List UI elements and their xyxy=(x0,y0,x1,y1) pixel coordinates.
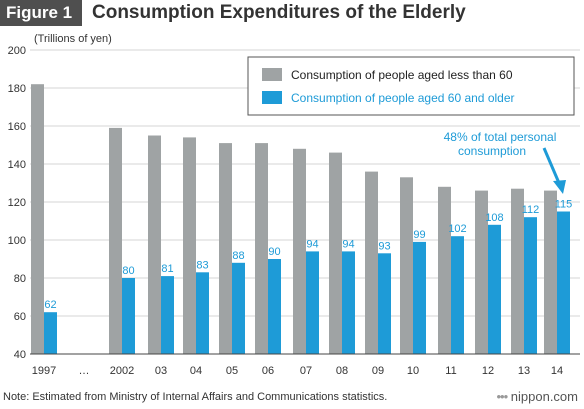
bar-over60-2 xyxy=(122,278,135,354)
legend-label-over60: Consumption of people aged 60 and older xyxy=(291,91,515,105)
x-tick-label-9: 09 xyxy=(372,365,384,377)
bar-under60-0 xyxy=(31,84,44,354)
x-tick-label-14: 14 xyxy=(551,365,563,377)
x-tick-label-11: 11 xyxy=(445,365,456,377)
legend-label-under60: Consumption of people aged less than 60 xyxy=(291,68,513,82)
data-label-over60-6: 90 xyxy=(268,246,280,258)
bar-under60-5 xyxy=(219,143,232,354)
bar-under60-6 xyxy=(255,143,268,354)
annotation-line2: consumption xyxy=(458,144,526,158)
x-tick-label-3: 03 xyxy=(155,365,167,377)
bar-over60-7 xyxy=(306,251,319,354)
bar-under60-8 xyxy=(329,152,342,354)
data-label-over60-5: 88 xyxy=(232,250,244,262)
y-tick-label-60: 60 xyxy=(14,311,26,323)
figure-label: Figure 1 xyxy=(0,0,82,26)
bar-under60-9 xyxy=(365,171,378,354)
data-label-over60-9: 93 xyxy=(378,240,390,252)
bar-over60-13 xyxy=(524,217,537,354)
y-tick-label-200: 200 xyxy=(8,45,26,57)
bar-under60-4 xyxy=(183,137,196,354)
data-label-over60-11: 102 xyxy=(448,223,466,235)
bar-under60-13 xyxy=(511,188,524,354)
bar-under60-3 xyxy=(148,135,161,354)
data-label-over60-13: 112 xyxy=(522,204,540,216)
y-tick-label-120: 120 xyxy=(8,197,26,209)
x-tick-label-4: 04 xyxy=(190,365,202,377)
data-label-over60-7: 94 xyxy=(306,238,318,250)
bar-under60-7 xyxy=(293,148,306,354)
legend-swatch-over60 xyxy=(262,91,282,104)
source-note: Note: Estimated from Ministry of Interna… xyxy=(3,391,388,403)
legend: Consumption of people aged less than 60 C… xyxy=(247,56,575,116)
annotation-arrow-shaft xyxy=(542,147,561,184)
bar-over60-6 xyxy=(268,259,281,354)
x-tick-label-7: 07 xyxy=(300,365,312,377)
data-label-over60-14: 115 xyxy=(555,199,573,211)
bar-over60-0 xyxy=(44,312,57,354)
x-tick-label-10: 10 xyxy=(407,365,419,377)
bar-under60-2 xyxy=(109,127,122,355)
y-tick-label-140: 140 xyxy=(8,159,26,171)
bar-over60-12 xyxy=(488,224,501,354)
x-tick-label-0: 1997 xyxy=(32,365,56,377)
y-tick-label-100: 100 xyxy=(8,235,26,247)
data-label-over60-0: 62 xyxy=(44,299,56,311)
bar-over60-4 xyxy=(196,272,209,354)
bar-under60-10 xyxy=(400,177,413,354)
brand-text: nippon.com xyxy=(510,389,578,404)
x-tick-label-13: 13 xyxy=(518,365,530,377)
bar-under60-11 xyxy=(438,186,451,354)
bar-over60-10 xyxy=(413,241,426,354)
y-tick-label-40: 40 xyxy=(14,349,26,361)
data-label-over60-2: 80 xyxy=(122,265,134,277)
bar-over60-8 xyxy=(342,251,355,354)
bar-over60-3 xyxy=(161,276,174,354)
y-tick-label-160: 160 xyxy=(8,121,26,133)
y-axis-label: (Trillions of yen) xyxy=(34,33,112,45)
bar-over60-9 xyxy=(378,253,391,354)
data-label-over60-12: 108 xyxy=(485,212,503,224)
x-tick-label-6: 06 xyxy=(262,365,274,377)
data-label-over60-10: 99 xyxy=(413,229,425,241)
legend-box xyxy=(247,56,575,116)
x-tick-label-8: 08 xyxy=(336,365,348,377)
bar-under60-14 xyxy=(544,190,557,354)
bar-over60-14 xyxy=(557,211,570,354)
annotation-line1: 48% of total personal xyxy=(444,130,557,144)
bar-under60-12 xyxy=(475,190,488,354)
brand-logo: ••• nippon.com xyxy=(496,389,579,404)
legend-swatch-under60 xyxy=(262,68,282,81)
x-tick-label-2: 2002 xyxy=(110,365,134,377)
figure-header: Figure 1 Consumption Expenditures of the… xyxy=(0,0,584,26)
y-tick-label-80: 80 xyxy=(14,273,26,285)
data-label-over60-4: 83 xyxy=(196,259,208,271)
y-tick-label-180: 180 xyxy=(8,83,26,95)
figure-title: Consumption Expenditures of the Elderly xyxy=(92,2,466,23)
data-label-over60-8: 94 xyxy=(342,238,354,250)
annotation-arrow-head xyxy=(553,180,566,194)
bar-over60-11 xyxy=(451,236,464,354)
x-tick-label-12: 12 xyxy=(482,365,494,377)
x-tick-label-5: 05 xyxy=(226,365,238,377)
bar-over60-5 xyxy=(232,262,245,354)
data-label-over60-3: 81 xyxy=(161,263,173,275)
x-tick-label-1: … xyxy=(79,365,90,377)
